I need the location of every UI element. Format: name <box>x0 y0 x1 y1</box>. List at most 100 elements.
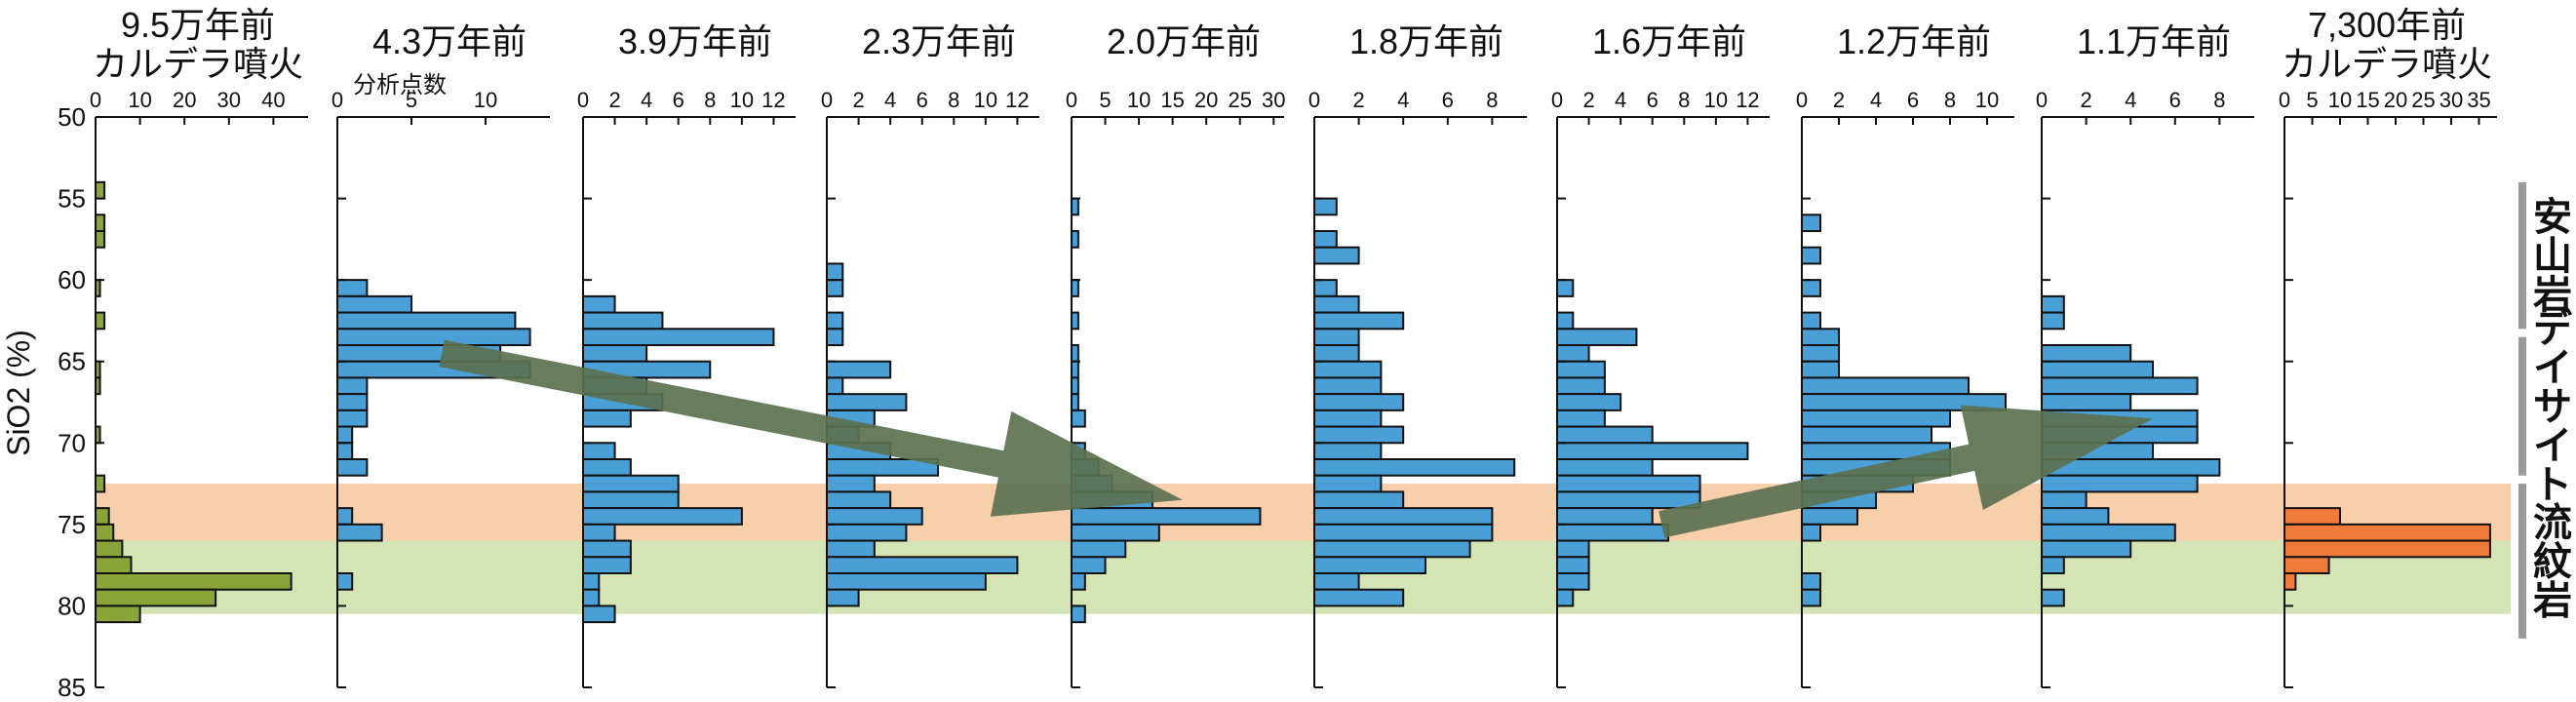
x-tick-label: 8 <box>948 88 959 112</box>
histogram-bar <box>1313 588 1405 607</box>
rock-type-char: デ <box>2533 307 2572 351</box>
x-tick-label: 2 <box>1582 88 1594 112</box>
panel-2: 4.3万年前 0 5 10 <box>332 21 550 688</box>
histogram-bar <box>582 572 601 591</box>
x-tick-label: 0 <box>577 88 589 112</box>
histogram-bar <box>1556 311 1575 331</box>
histogram-bar <box>582 311 664 331</box>
histogram-bar <box>95 507 110 526</box>
rock-type-char: イ <box>2533 425 2572 468</box>
rock-type-char: 岩 <box>2533 579 2572 622</box>
x-tick-label: 6 <box>1907 88 1919 112</box>
histogram-bar <box>1313 523 1494 542</box>
x-tick-label: 35 <box>2467 88 2490 112</box>
histogram-bar <box>826 360 892 379</box>
histogram-bar <box>1313 474 1383 493</box>
histogram-bar <box>95 214 106 233</box>
rock-bracket-2 <box>2518 336 2526 476</box>
x-tick-label: 8 <box>1678 88 1690 112</box>
x-tick-label: 0 <box>1066 88 1077 112</box>
histogram-bar <box>95 311 106 331</box>
panel-title: 9.5万年前カルデラ噴火 <box>93 5 303 84</box>
trend-arrow-2 <box>1659 405 2153 538</box>
histogram-bar <box>826 588 860 607</box>
histogram-bar <box>336 572 354 591</box>
x-tick-label: 0 <box>2036 88 2048 112</box>
x-tick-label: 4 <box>641 88 652 112</box>
histogram-bar <box>1071 360 1079 379</box>
panel-title-line: 2.3万年前 <box>862 21 1016 61</box>
panel-title-line: カルデラ噴火 <box>93 44 303 84</box>
rock-type-char: 山 <box>2533 235 2572 278</box>
rock-type-char: イ <box>2533 347 2572 390</box>
histogram-bar <box>1071 556 1107 574</box>
panel-title: 1.6万年前 <box>1592 21 1746 61</box>
x-tick-label: 30 <box>2439 88 2463 112</box>
histogram-bar <box>582 539 632 559</box>
x-tick-label: 2 <box>1352 88 1364 112</box>
histogram-bar <box>1071 539 1127 559</box>
y-tick-label: 60 <box>58 265 86 294</box>
x-tick-label: 2 <box>2080 88 2091 112</box>
panel-1: 9.5万年前カルデラ噴火 0 10 20 30 40 <box>90 5 308 688</box>
x-tick-label: 10 <box>730 88 754 112</box>
histogram-bar <box>336 376 369 396</box>
histogram-bar <box>826 279 844 297</box>
histogram-bar <box>1801 279 1821 297</box>
x-tick-label: 0 <box>1308 88 1320 112</box>
x-tick-label: 10 <box>474 88 497 112</box>
rock-bracket-1 <box>2518 181 2526 330</box>
histogram-bar <box>1801 523 1821 542</box>
x-tick-label: 40 <box>261 88 285 112</box>
histogram-bar <box>1313 507 1494 526</box>
y-tick-label: 55 <box>58 184 86 214</box>
x-tick-label: 6 <box>1442 88 1454 112</box>
x-tick-label: 6 <box>2169 88 2181 112</box>
x-tick-label: 10 <box>1127 88 1151 112</box>
histogram-bar <box>336 294 412 314</box>
histogram-bar <box>1556 556 1590 574</box>
histogram-bar <box>826 262 844 282</box>
histogram-bar <box>1556 393 1622 411</box>
histogram-bar <box>826 474 876 493</box>
histogram-bar <box>826 556 1019 574</box>
histogram-bar <box>1313 246 1360 265</box>
histogram-bar <box>1071 376 1079 396</box>
histogram-bar <box>1556 458 1654 477</box>
rock-type-label: 流紋岩 <box>2533 501 2572 622</box>
histogram-bar <box>1313 393 1405 411</box>
histogram-bar <box>95 588 217 607</box>
histogram-bar <box>1313 556 1426 574</box>
histogram-bar <box>1556 409 1606 428</box>
trend-arrow-1 <box>439 339 1183 517</box>
panel-title: 1.2万年前 <box>1837 21 1991 61</box>
x-tick-label: 15 <box>1160 88 1184 112</box>
panel-title-line: 9.5万年前 <box>121 5 275 45</box>
x-tick-label: 5 <box>1099 88 1111 112</box>
x-tick-label: 0 <box>2279 88 2290 112</box>
histogram-bar <box>95 539 124 559</box>
histogram-bar <box>1801 572 1821 591</box>
x-tick-label: 6 <box>673 88 684 112</box>
histogram-bar <box>1801 360 1840 379</box>
x-tick-label: 20 <box>2384 88 2407 112</box>
histogram-bar <box>1801 328 1840 346</box>
x-tick-label: 10 <box>2328 88 2352 112</box>
y-tick-label: 65 <box>58 347 86 376</box>
histogram-bar <box>1313 279 1338 297</box>
histogram-bar <box>336 311 517 331</box>
x-tick-label: 8 <box>1486 88 1498 112</box>
rock-type-char: 流 <box>2533 501 2572 544</box>
histogram-bar <box>2041 588 2065 607</box>
rock-type-char: 紋 <box>2533 540 2572 583</box>
histogram-bar <box>2041 490 2088 510</box>
x-tick-label: 8 <box>2213 88 2225 112</box>
histogram-bar <box>1313 572 1360 591</box>
histogram-bar <box>1313 539 1471 559</box>
histogram-bar <box>1071 230 1079 249</box>
x-tick-label: 5 <box>406 88 417 112</box>
histogram-bar <box>1071 393 1079 411</box>
panel-title-line: 2.0万年前 <box>1107 21 1261 61</box>
x-tick-label: 12 <box>761 88 785 112</box>
